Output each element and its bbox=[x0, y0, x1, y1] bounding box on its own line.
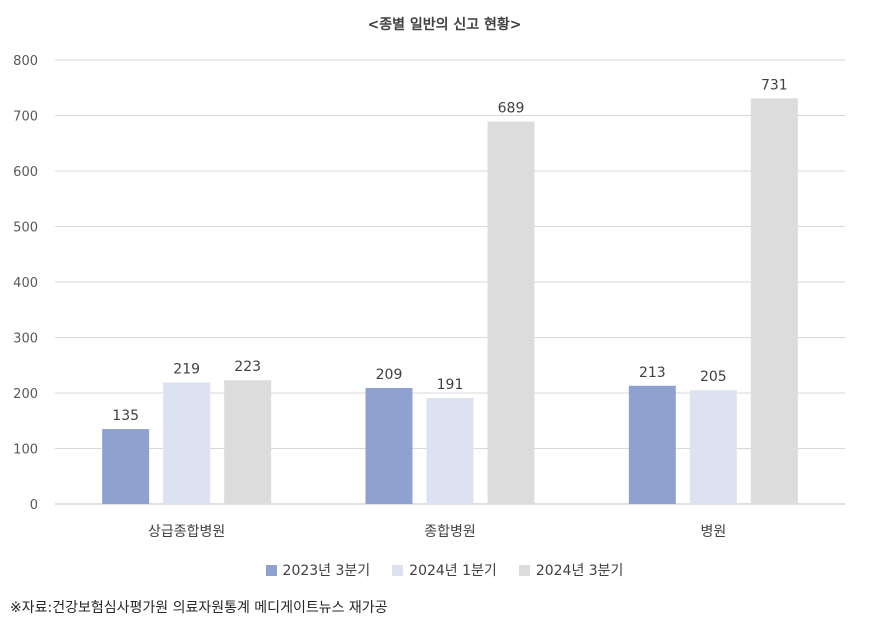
bar bbox=[224, 380, 272, 504]
data-label: 731 bbox=[761, 77, 788, 93]
y-tick-label: 400 bbox=[13, 276, 38, 291]
category-label: 상급종합병원 bbox=[148, 524, 225, 540]
y-tick-label: 200 bbox=[13, 387, 38, 402]
data-label: 213 bbox=[639, 365, 666, 381]
bar bbox=[487, 121, 535, 504]
chart-title: <종별 일반의 신고 현황> bbox=[367, 17, 522, 33]
bar bbox=[426, 397, 474, 504]
y-tick-label: 300 bbox=[13, 332, 38, 347]
data-label: 219 bbox=[173, 361, 200, 377]
y-axis-ticks: 0 100 200 300 400 500 600 700 800 bbox=[13, 54, 38, 513]
legend-item: 2023년 3분기 bbox=[265, 560, 371, 580]
bar bbox=[628, 385, 676, 504]
bars bbox=[102, 98, 798, 505]
category-label: 종합병원 bbox=[424, 524, 476, 540]
legend-swatch bbox=[392, 564, 404, 576]
legend-item: 2024년 1분기 bbox=[392, 560, 497, 580]
data-labels: 135 219 223 209 191 689 213 205 731 bbox=[112, 77, 787, 424]
y-tick-label: 800 bbox=[13, 54, 38, 69]
legend-swatch bbox=[518, 564, 530, 576]
legend-label: 2023년 3분기 bbox=[282, 563, 371, 579]
source-note: ※자료:건강보험심사평가원 의료자원통계 메디게이트뉴스 재가공 bbox=[10, 600, 388, 616]
data-label: 191 bbox=[437, 377, 464, 393]
bar bbox=[750, 98, 798, 505]
bar-chart: 0 100 200 300 400 500 600 700 800 135 219 223 209 19… bbox=[13, 54, 845, 540]
y-tick-label: 700 bbox=[13, 110, 38, 125]
legend-label: 2024년 1분기 bbox=[409, 563, 497, 579]
bar bbox=[365, 388, 413, 504]
data-label: 209 bbox=[376, 367, 403, 383]
y-tick-label: 0 bbox=[30, 498, 38, 513]
legend-label: 2024년 3분기 bbox=[535, 563, 624, 579]
category-label: 병원 bbox=[700, 524, 726, 540]
legend: 2023년 3분기 2024년 1분기 2024년 3분기 bbox=[0, 560, 889, 580]
y-tick-label: 100 bbox=[13, 443, 38, 458]
legend-swatch bbox=[265, 564, 277, 576]
bar bbox=[102, 429, 150, 504]
legend-item: 2024년 3분기 bbox=[518, 560, 624, 580]
bar bbox=[163, 382, 211, 504]
y-tick-label: 600 bbox=[13, 165, 38, 180]
x-axis-categories: 상급종합병원 종합병원 병원 bbox=[148, 524, 726, 540]
y-tick-label: 500 bbox=[13, 221, 38, 236]
data-label: 689 bbox=[498, 101, 525, 117]
bar bbox=[689, 390, 737, 504]
data-label: 205 bbox=[700, 369, 727, 385]
data-label: 135 bbox=[112, 408, 139, 424]
data-label: 223 bbox=[234, 359, 261, 375]
